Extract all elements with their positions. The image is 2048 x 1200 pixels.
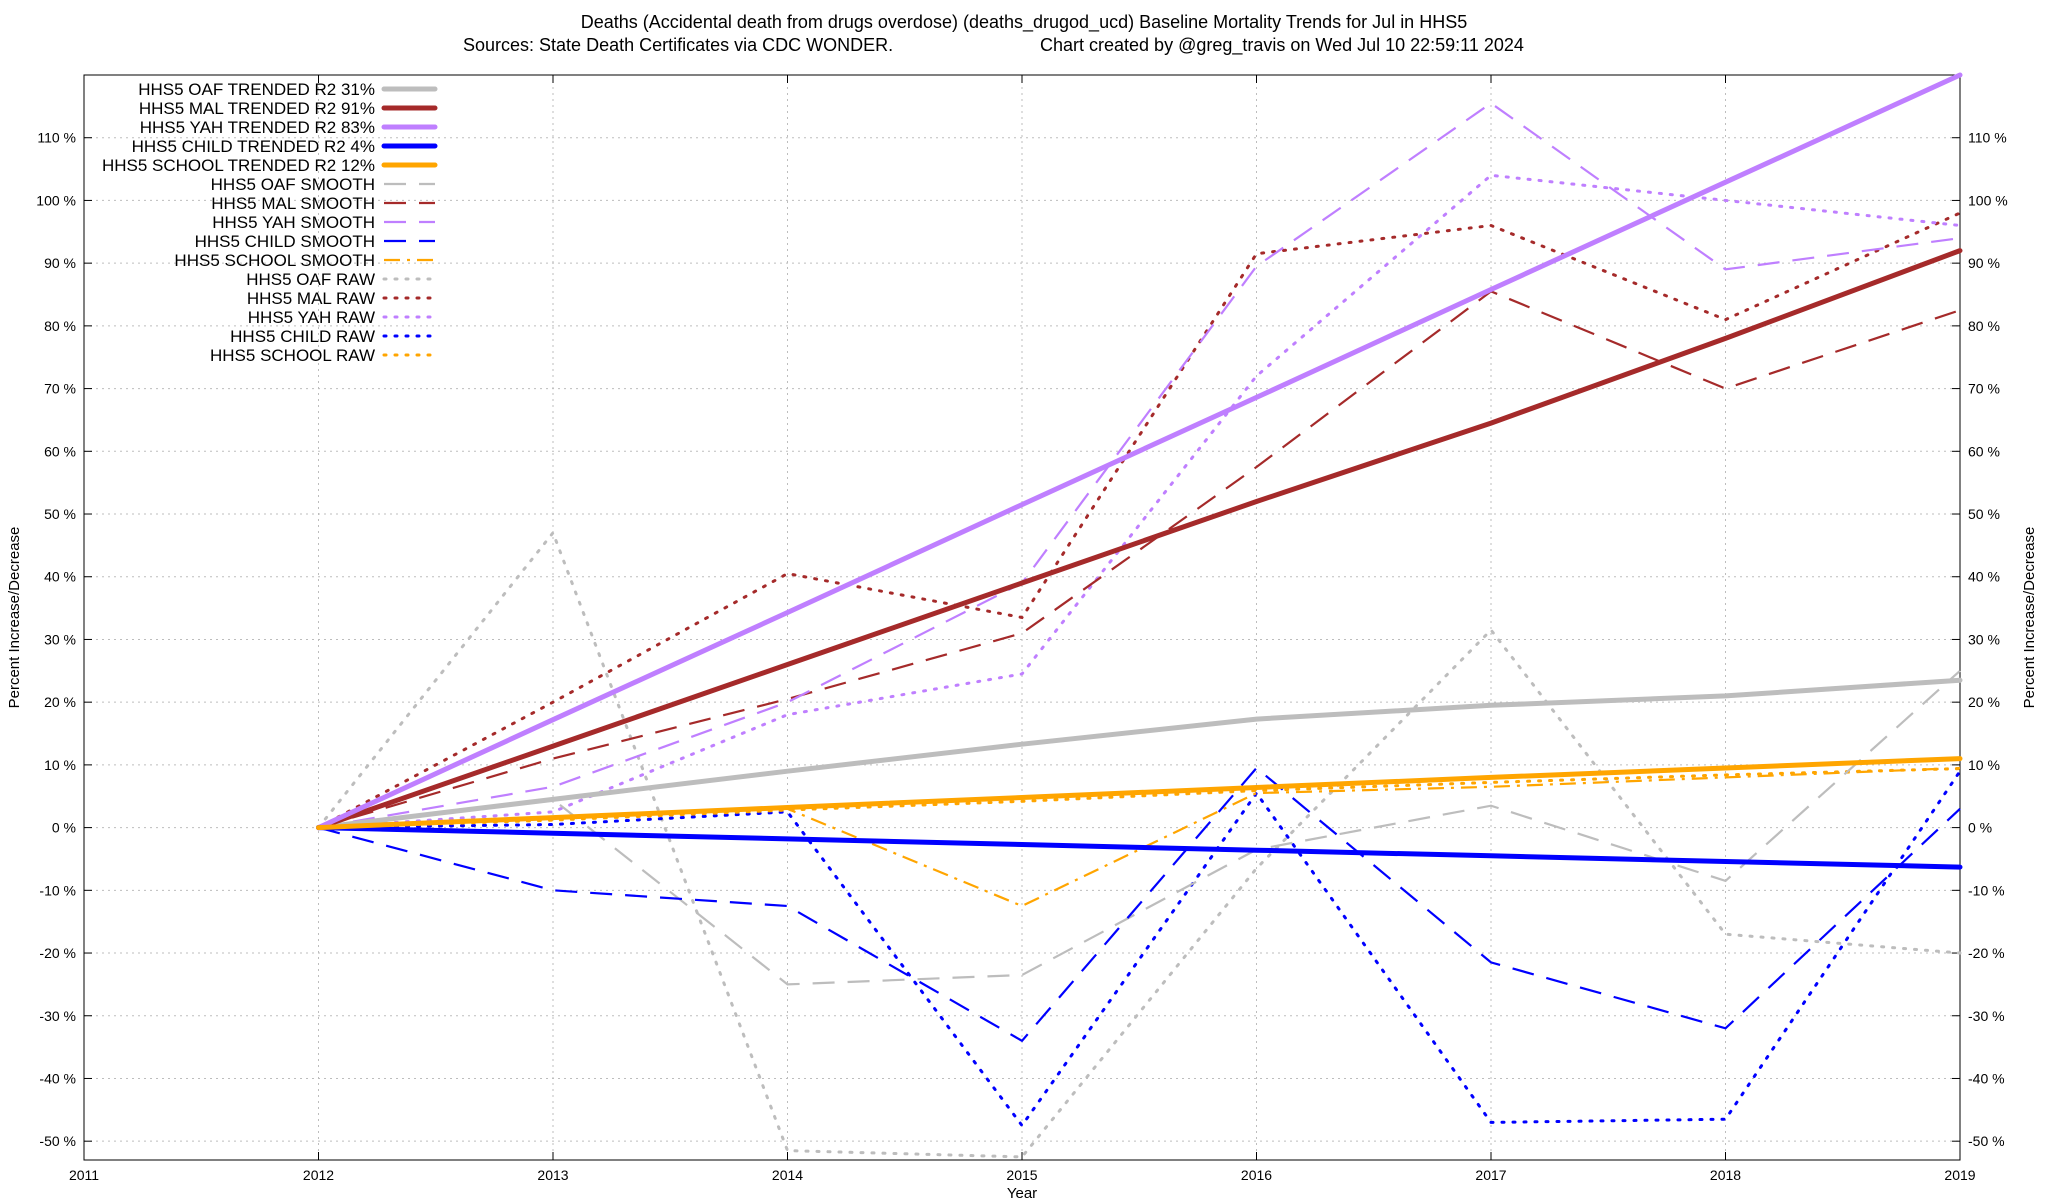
chart-source-credit: Sources: State Death Certificates via CD… [463, 35, 893, 55]
x-tick-label: 2017 [1475, 1167, 1506, 1183]
y-tick-label-right: 100 % [1968, 192, 2008, 208]
axis-ticks: 2011 2012 2013 2014 2015 2016 2017 2018 2019 -50 … [36, 75, 2008, 1183]
y-tick-label-left: 20 % [44, 694, 76, 710]
x-tick-label: 2019 [1944, 1167, 1975, 1183]
series-line-hhs5-yah-trended-r2-83 [316, 72, 1963, 831]
x-tick-label: 2018 [1710, 1167, 1741, 1183]
y-tick-label-right: 0 % [1968, 820, 1992, 836]
legend-label: HHS5 SCHOOL SMOOTH [174, 251, 375, 270]
grid [84, 75, 1960, 1160]
x-tick-label: 2012 [303, 1167, 334, 1183]
legend-label: HHS5 YAH TRENDED R2 83% [140, 118, 375, 137]
x-tick-label: 2013 [537, 1167, 568, 1183]
y-tick-label-left: -10 % [39, 882, 76, 898]
legend-label: HHS5 OAF TRENDED R2 31% [138, 80, 375, 99]
x-tick-label: 2016 [1241, 1167, 1272, 1183]
y-tick-label-right: 30 % [1968, 631, 2000, 647]
series-line-hhs5-oaf-smooth [318, 669, 1961, 986]
y-tick-label-left: 70 % [44, 381, 76, 397]
legend-label: HHS5 MAL SMOOTH [211, 194, 375, 213]
y-tick-label-right: -10 % [1968, 882, 2005, 898]
y-tick-label-right: 70 % [1968, 381, 2000, 397]
y-tick-label-left: -30 % [39, 1008, 76, 1024]
series-line-hhs5-mal-smooth [318, 290, 1961, 829]
series-line-hhs5-school-trended-r2-12 [316, 756, 1963, 831]
y-tick-label-right: -50 % [1968, 1133, 2005, 1149]
y-axis-label-right: Percent Increase/Decrease [2021, 527, 2038, 709]
y-tick-label-right: 20 % [1968, 694, 2000, 710]
legend-label: HHS5 YAH SMOOTH [212, 213, 375, 232]
y-tick-label-right: 90 % [1968, 255, 2000, 271]
legend-label: HHS5 OAF SMOOTH [211, 175, 375, 194]
legend-label: HHS5 CHILD SMOOTH [195, 232, 375, 251]
y-tick-label-left: -40 % [39, 1070, 76, 1086]
x-axis-label: Year [1007, 1185, 1037, 1200]
y-tick-label-left: 60 % [44, 443, 76, 459]
y-tick-label-right: 110 % [1968, 130, 2007, 146]
series-line-hhs5-oaf-raw [317, 529, 1962, 1159]
legend-label: HHS5 SCHOOL RAW [210, 346, 375, 365]
y-tick-label-left: 80 % [44, 318, 76, 334]
y-tick-label-left: -50 % [39, 1133, 76, 1149]
legend-label: HHS5 OAF RAW [246, 270, 375, 289]
y-tick-label-left: 0 % [52, 820, 76, 836]
y-tick-label-right: -40 % [1968, 1070, 2005, 1086]
y-tick-label-left: 110 % [37, 130, 76, 146]
y-tick-label-right: 10 % [1968, 757, 2000, 773]
legend: HHS5 OAF TRENDED R2 31%HHS5 MAL TRENDED … [102, 80, 438, 365]
x-tick-label: 2015 [1006, 1167, 1037, 1183]
series-line-hhs5-child-trended-r2-4 [316, 825, 1963, 870]
series-line-hhs5-child-raw [317, 769, 1962, 1129]
y-tick-label-left: 40 % [44, 569, 76, 585]
y-tick-label-right: 40 % [1968, 569, 2000, 585]
legend-label: HHS5 YAH RAW [248, 308, 375, 327]
y-tick-label-right: 80 % [1968, 318, 2000, 334]
legend-label: HHS5 CHILD RAW [230, 327, 375, 346]
series-line-hhs5-school-smooth [318, 766, 1961, 908]
x-tick-label: 2011 [69, 1167, 99, 1183]
series-line-hhs5-mal-raw [317, 211, 1962, 830]
x-tick-label: 2014 [772, 1167, 803, 1183]
chart-creator-credit: Chart created by @greg_travis on Wed Jul… [1040, 35, 1524, 56]
legend-label: HHS5 SCHOOL TRENDED R2 12% [102, 156, 375, 175]
series-line-hhs5-child-smooth [318, 766, 1961, 1043]
y-tick-label-right: -30 % [1968, 1008, 2005, 1024]
series-line-hhs5-oaf-trended-r2-31 [316, 677, 1963, 831]
series-lines [316, 72, 1963, 1159]
legend-label: HHS5 MAL TRENDED R2 91% [139, 99, 375, 118]
chart-title-line1: Deaths (Accidental death from drugs over… [581, 12, 1467, 33]
y-axis-label-left: Percent Increase/Decrease [6, 527, 23, 709]
series-line-hhs5-mal-trended-r2-91 [316, 248, 1963, 831]
y-tick-label-left: 10 % [44, 757, 76, 773]
y-tick-label-left: 30 % [44, 631, 76, 647]
legend-label: HHS5 CHILD TRENDED R2 4% [132, 137, 375, 156]
y-tick-label-right: -20 % [1968, 945, 2005, 961]
y-tick-label-left: 90 % [44, 255, 76, 271]
y-tick-label-left: 100 % [36, 192, 76, 208]
y-tick-label-right: 50 % [1968, 506, 2000, 522]
series-line-hhs5-yah-smooth [318, 101, 1961, 829]
y-tick-label-right: 60 % [1968, 443, 2000, 459]
legend-label: HHS5 MAL RAW [247, 289, 375, 308]
y-tick-label-left: 50 % [44, 506, 76, 522]
y-tick-label-left: -20 % [39, 945, 76, 961]
